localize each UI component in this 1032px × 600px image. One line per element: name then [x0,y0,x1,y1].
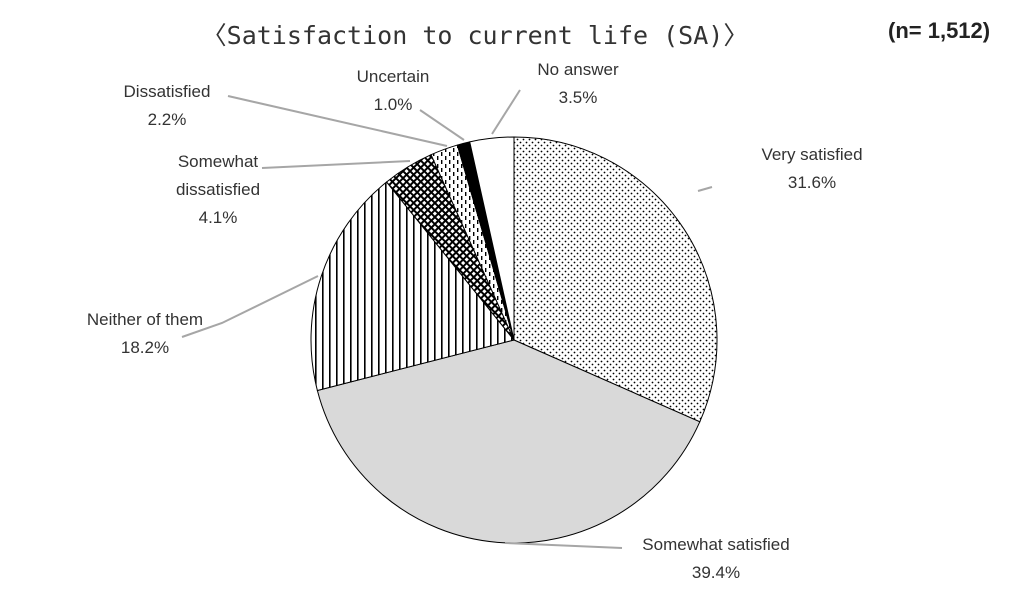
slice-value-label: 18.2% [120,338,170,357]
slice-label: No answer [537,60,619,79]
leader-line [504,542,623,549]
pie-slice [513,136,718,423]
chart-title: 〈Satisfaction to current life (SA)〉 [201,21,749,50]
slice-label: Somewhat dissatisfied [175,152,261,199]
slice-label: Neither of them [86,310,204,329]
slice-value-label: 1.0% [373,95,413,114]
slice-label: Dissatisfied [123,82,211,101]
slice-value-label: 2.2% [147,110,187,129]
leader-line [227,95,448,147]
leader-line [697,186,713,192]
pie-slice [469,136,515,341]
slice-value-label: 3.5% [558,88,598,107]
slice-label: Somewhat satisfied [642,535,790,554]
leader-line [261,160,411,169]
leader-line [491,89,521,135]
sample-size-note: (n= 1,512) [888,18,991,43]
slice-value-label: 39.4% [691,563,741,582]
pie-slice [316,339,701,544]
leader-line [419,109,465,141]
slice-label: Very satisfied [761,145,863,164]
slice-label: Uncertain [356,67,430,86]
slice-value-label: 31.6% [787,173,837,192]
leader-line [181,275,319,338]
slice-value-label: 4.1% [198,208,238,227]
pie-slice [310,181,515,392]
